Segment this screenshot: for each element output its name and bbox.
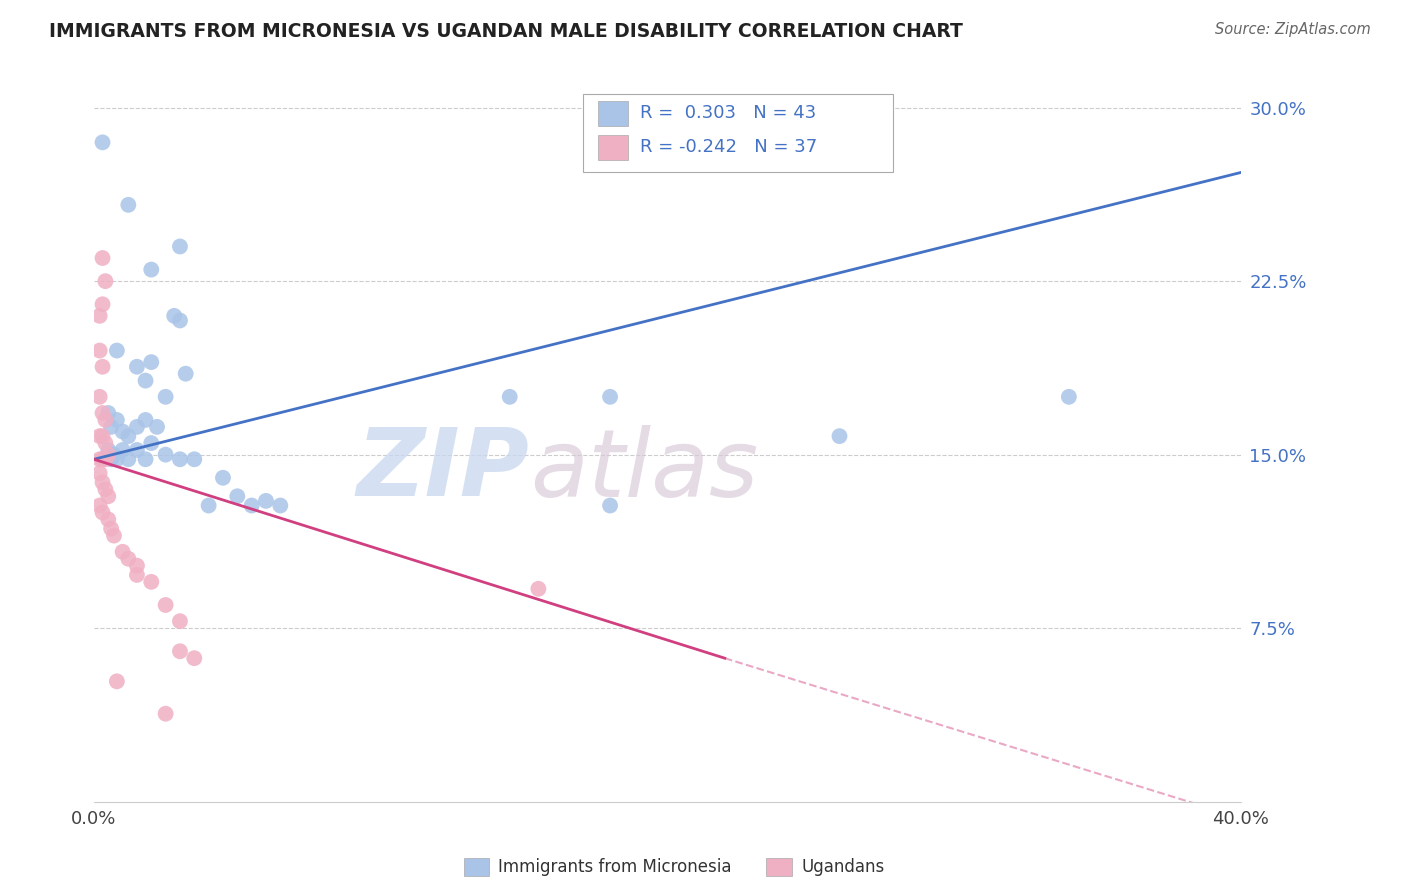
Point — [141, 262, 163, 277]
Point — [155, 598, 177, 612]
Point — [135, 452, 157, 467]
Point — [105, 452, 128, 467]
Text: R = -0.242   N = 37: R = -0.242 N = 37 — [640, 138, 817, 156]
Point — [169, 452, 191, 467]
Point — [91, 136, 114, 150]
Text: IMMIGRANTS FROM MICRONESIA VS UGANDAN MALE DISABILITY CORRELATION CHART: IMMIGRANTS FROM MICRONESIA VS UGANDAN MA… — [49, 22, 963, 41]
Point — [240, 499, 263, 513]
Point — [94, 274, 117, 288]
Point — [499, 390, 522, 404]
Point — [111, 545, 134, 559]
Point — [155, 448, 177, 462]
Point — [97, 406, 120, 420]
Point — [183, 452, 205, 467]
Point — [146, 420, 169, 434]
Text: Immigrants from Micronesia: Immigrants from Micronesia — [498, 858, 731, 876]
Point — [599, 390, 621, 404]
Point — [125, 420, 148, 434]
Point — [269, 499, 291, 513]
Point — [97, 512, 120, 526]
Point — [117, 551, 139, 566]
Point — [169, 313, 191, 327]
Point — [89, 343, 111, 358]
Point — [141, 436, 163, 450]
Text: Ugandans: Ugandans — [801, 858, 884, 876]
Point — [169, 239, 191, 253]
Point — [254, 494, 277, 508]
Point — [117, 452, 139, 467]
Point — [117, 429, 139, 443]
Point — [91, 406, 114, 420]
Point — [103, 448, 125, 462]
Text: atlas: atlas — [530, 425, 758, 516]
Point — [125, 359, 148, 374]
Point — [155, 706, 177, 721]
Point — [174, 367, 197, 381]
Point — [100, 452, 122, 467]
Point — [91, 297, 114, 311]
Point — [91, 506, 114, 520]
Point — [599, 499, 621, 513]
Point — [111, 425, 134, 439]
Point — [169, 614, 191, 628]
Point — [183, 651, 205, 665]
Point — [89, 466, 111, 480]
Point — [89, 390, 111, 404]
Point — [111, 443, 134, 458]
Point — [89, 499, 111, 513]
Point — [94, 413, 117, 427]
Point — [91, 359, 114, 374]
Text: Source: ZipAtlas.com: Source: ZipAtlas.com — [1215, 22, 1371, 37]
Point — [125, 568, 148, 582]
Point — [141, 574, 163, 589]
Point — [212, 471, 235, 485]
Point — [1057, 390, 1080, 404]
Text: ZIP: ZIP — [357, 424, 530, 516]
Point — [97, 443, 120, 458]
Point — [91, 251, 114, 265]
Point — [117, 198, 139, 212]
Point — [125, 558, 148, 573]
Point — [163, 309, 186, 323]
Point — [226, 489, 249, 503]
Point — [100, 420, 122, 434]
Point — [197, 499, 219, 513]
Point — [94, 452, 117, 467]
Point — [169, 644, 191, 658]
Point — [89, 452, 111, 467]
Point — [97, 489, 120, 503]
Point — [105, 674, 128, 689]
Point — [89, 429, 111, 443]
Point — [135, 413, 157, 427]
Point — [105, 343, 128, 358]
Point — [100, 522, 122, 536]
Point — [103, 528, 125, 542]
Point — [527, 582, 550, 596]
Point — [91, 452, 114, 467]
Point — [97, 448, 120, 462]
Point — [89, 309, 111, 323]
Point — [105, 413, 128, 427]
Point — [135, 374, 157, 388]
Point — [125, 443, 148, 458]
Point — [94, 483, 117, 497]
Point — [155, 390, 177, 404]
Text: R =  0.303   N = 43: R = 0.303 N = 43 — [640, 104, 815, 122]
Point — [141, 355, 163, 369]
Point — [94, 436, 117, 450]
Point — [91, 429, 114, 443]
Point — [91, 475, 114, 490]
Point — [828, 429, 851, 443]
